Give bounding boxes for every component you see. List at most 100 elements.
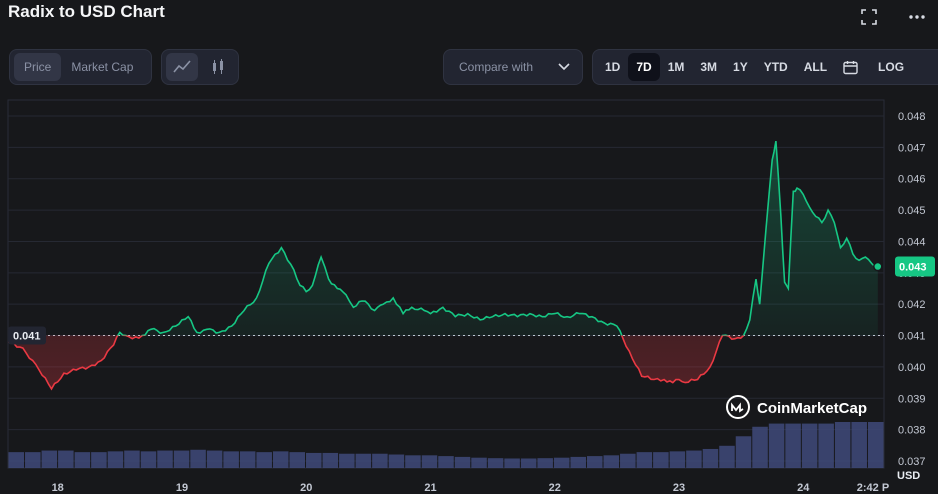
volume-bar — [206, 450, 223, 468]
volume-bar — [421, 455, 438, 468]
volume-bar — [471, 457, 487, 468]
baseline-badge: 0.041 — [8, 326, 46, 345]
volume-bar — [306, 452, 322, 468]
y-tick-label: 0.037 — [898, 456, 926, 468]
volume-bar — [173, 450, 190, 468]
range-3m[interactable]: 3M — [700, 60, 718, 74]
volume-bar — [553, 457, 570, 468]
y-tick-label: 0.046 — [898, 174, 926, 186]
y-tick-label: 0.048 — [898, 111, 926, 123]
y-tick-label: 0.040 — [898, 362, 926, 374]
volume-bar — [537, 458, 553, 468]
x-tick-label: 23 — [673, 482, 685, 494]
volume-bar — [834, 422, 851, 468]
volume-bar — [669, 451, 686, 468]
range-all[interactable]: ALL — [803, 60, 828, 74]
volume-bar — [256, 452, 272, 468]
y-axis: 0.048 0.047 0.046 0.045 0.044 0.043 0.042 0.041… — [898, 111, 926, 468]
range-1y[interactable]: 1Y — [733, 60, 748, 74]
volume-bar — [570, 456, 586, 468]
expand-icon[interactable] — [858, 6, 880, 28]
volume-bar — [620, 453, 636, 468]
chevron-down-icon — [558, 63, 570, 71]
volume-bar — [91, 452, 107, 468]
calendar-icon — [843, 60, 858, 74]
current-price-dot — [873, 261, 883, 272]
chart-type-toggle — [161, 49, 239, 85]
page-title: Radix to USD Chart — [8, 2, 165, 21]
line-chart-icon — [173, 60, 191, 73]
volume-bar — [405, 455, 421, 468]
y-tick-label: 0.045 — [898, 205, 926, 217]
volume-bars — [8, 422, 884, 468]
volume-bar — [8, 452, 25, 468]
volume-bar — [586, 456, 603, 468]
volume-bar — [702, 448, 719, 468]
line-chart-button[interactable] — [166, 53, 198, 81]
price-marketcap-toggle: Price Market Cap — [9, 49, 152, 85]
volume-bar — [454, 456, 471, 468]
current-price-badge: 0.043 — [895, 256, 935, 277]
volume-bar — [768, 423, 785, 468]
volume-bar — [801, 423, 818, 468]
y-tick-label: 0.042 — [898, 299, 926, 311]
volume-bar — [438, 456, 454, 468]
volume-bar — [520, 458, 537, 468]
volume-bar — [124, 450, 140, 468]
volume-bar — [239, 451, 256, 468]
price-line-up — [116, 140, 878, 336]
volume-bar — [752, 426, 768, 468]
volume-bar — [41, 450, 58, 468]
y-tick-label: 0.038 — [898, 425, 926, 437]
log-scale-toggle[interactable]: LOG — [878, 60, 905, 74]
candlestick-button[interactable] — [202, 53, 234, 81]
volume-bar — [339, 453, 355, 468]
volume-bar — [653, 452, 669, 468]
y-unit-label: USD — [897, 470, 920, 482]
marketcap-tab[interactable]: Market Cap — [71, 60, 134, 74]
coinmarketcap-logo-icon — [726, 395, 750, 419]
volume-bar — [107, 451, 124, 468]
volume-bar — [487, 458, 504, 468]
volume-bar — [851, 422, 867, 468]
volume-bar — [190, 449, 206, 468]
calendar-button[interactable] — [835, 53, 866, 81]
top-actions — [858, 6, 928, 28]
price-area-down — [8, 335, 744, 389]
range-1d[interactable]: 1D — [605, 60, 621, 74]
price-area-up — [8, 141, 878, 336]
compare-with-label: Compare with — [459, 60, 534, 74]
volume-bar — [140, 451, 157, 468]
price-chart: 0.048 0.047 0.046 0.045 0.044 0.043 0.042 0.041… — [7, 99, 935, 494]
x-tick-label: 2:42 P — [857, 482, 889, 494]
volume-bar — [719, 445, 735, 468]
y-tick-label: 0.044 — [898, 236, 926, 248]
plot-frame — [7, 99, 885, 469]
chart-grid — [7, 99, 885, 469]
y-tick-label: 0.039 — [898, 393, 926, 405]
volume-bar — [388, 454, 405, 468]
time-range-selector: 1D 7D 1M 3M 1Y YTD ALL LOG — [592, 49, 938, 85]
x-tick-label: 21 — [424, 482, 436, 494]
range-ytd[interactable]: YTD — [763, 60, 788, 74]
price-tab[interactable]: Price — [14, 53, 62, 81]
volume-bar — [785, 423, 801, 468]
x-tick-label: 22 — [549, 482, 561, 494]
volume-bar — [603, 455, 620, 468]
range-7d[interactable]: 7D — [628, 53, 660, 81]
volume-bar — [636, 452, 653, 468]
volume-bar — [504, 458, 520, 468]
compare-with-dropdown[interactable]: Compare with — [443, 49, 583, 85]
volume-bar — [25, 452, 41, 468]
volume-bar — [355, 453, 372, 468]
more-icon[interactable] — [906, 6, 928, 28]
current-price-label: 0.043 — [899, 262, 927, 274]
range-1m[interactable]: 1M — [667, 60, 685, 74]
volume-bar — [818, 423, 834, 468]
x-tick-label: 24 — [797, 482, 810, 494]
x-tick-label: 18 — [52, 482, 64, 494]
volume-bar — [74, 452, 91, 468]
watermark-text: CoinMarketCap — [757, 400, 867, 417]
volume-bar — [157, 450, 173, 468]
volume-bar — [735, 436, 752, 468]
